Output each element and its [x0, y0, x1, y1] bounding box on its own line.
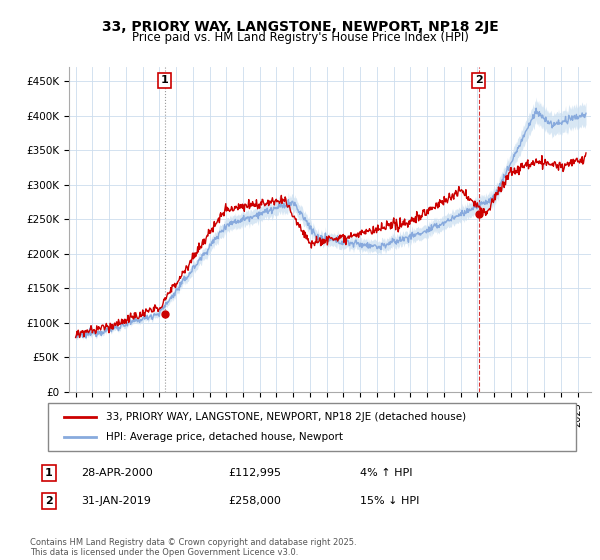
- Text: 2: 2: [45, 496, 53, 506]
- Text: 2: 2: [475, 76, 482, 85]
- Text: 1: 1: [45, 468, 53, 478]
- Text: HPI: Average price, detached house, Newport: HPI: Average price, detached house, Newp…: [106, 432, 343, 442]
- Text: 15% ↓ HPI: 15% ↓ HPI: [360, 496, 419, 506]
- Text: 33, PRIORY WAY, LANGSTONE, NEWPORT, NP18 2JE (detached house): 33, PRIORY WAY, LANGSTONE, NEWPORT, NP18…: [106, 412, 466, 422]
- Text: £258,000: £258,000: [228, 496, 281, 506]
- Text: £112,995: £112,995: [228, 468, 281, 478]
- Text: Contains HM Land Registry data © Crown copyright and database right 2025.
This d: Contains HM Land Registry data © Crown c…: [30, 538, 356, 557]
- Text: 31-JAN-2019: 31-JAN-2019: [81, 496, 151, 506]
- Text: Price paid vs. HM Land Registry's House Price Index (HPI): Price paid vs. HM Land Registry's House …: [131, 31, 469, 44]
- Text: 4% ↑ HPI: 4% ↑ HPI: [360, 468, 413, 478]
- Text: 1: 1: [161, 76, 169, 85]
- Text: 33, PRIORY WAY, LANGSTONE, NEWPORT, NP18 2JE: 33, PRIORY WAY, LANGSTONE, NEWPORT, NP18…: [101, 20, 499, 34]
- FancyBboxPatch shape: [48, 403, 576, 451]
- Text: 28-APR-2000: 28-APR-2000: [81, 468, 153, 478]
